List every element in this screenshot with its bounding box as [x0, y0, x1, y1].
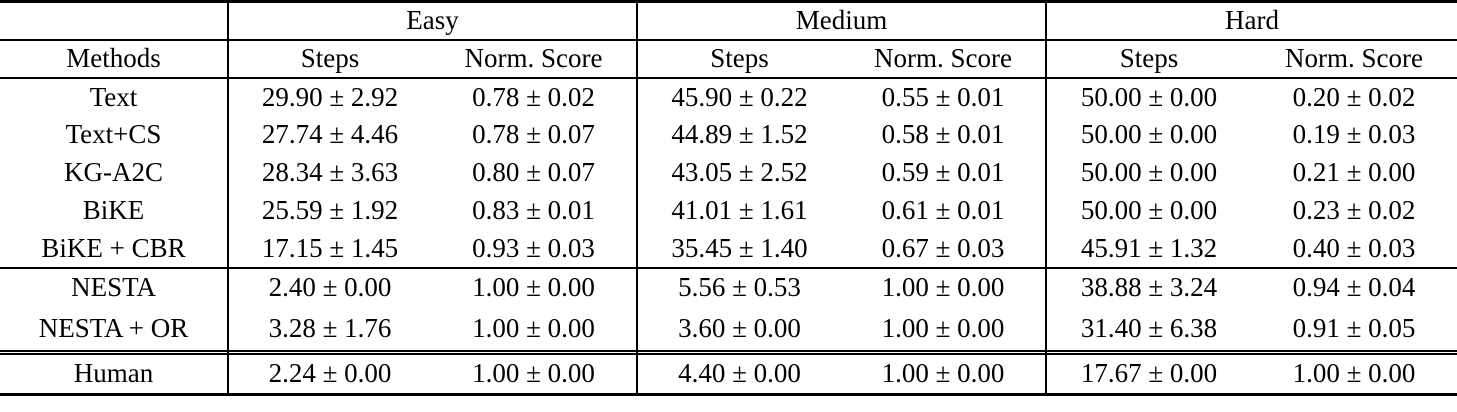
- cell-hard-steps: 50.00 ± 0.00: [1080, 81, 1218, 112]
- table-row-nesta: NESTA 2.40 ± 0.00 1.00 ± 0.00 5.56 ± 0.5…: [0, 267, 1457, 307]
- method-label: Text: [0, 77, 229, 116]
- cell-medium-steps: 45.90 ± 0.22: [671, 81, 808, 112]
- table-row-text: Text 29.90 ± 2.92 0.78 ± 0.02 45.90 ± 0.…: [0, 77, 1457, 116]
- cell-easy-steps: 2.24 ± 0.00: [268, 358, 392, 389]
- cell-hard-steps: 38.88 ± 3.24: [1080, 272, 1218, 302]
- double-rule-spacer: [0, 350, 1457, 355]
- method-label: Human: [0, 353, 229, 395]
- cell-hard-steps: 31.40 ± 6.38: [1046, 306, 1252, 352]
- cell-easy-steps: 25.59 ± 1.92: [261, 195, 399, 225]
- cell-hard-steps: 50.00 ± 0.00: [1080, 119, 1218, 149]
- cell-medium-norm-score: 0.59 ± 0.01: [841, 153, 1048, 192]
- cell-medium-norm-score: 0.58 ± 0.01: [841, 115, 1048, 154]
- cell-medium-steps: 43.05 ± 2.52: [671, 157, 808, 187]
- group-header-row: Easy Medium Hard: [0, 1, 1457, 41]
- cell-easy-norm-score: 1.00 ± 0.00: [431, 267, 639, 307]
- cell-medium-steps: 41.01 ± 1.61: [671, 195, 808, 225]
- column-header-row: Methods Steps Norm. Score Steps Norm. Sc…: [0, 39, 1457, 79]
- cell-hard-norm-score: 0.94 ± 0.04: [1292, 272, 1416, 302]
- method-label: BiKE: [0, 191, 229, 230]
- cell-medium-norm-score: 0.55 ± 0.01: [841, 77, 1048, 116]
- col-header-hard-norm-score: Norm. Score: [1251, 39, 1457, 79]
- col-header-medium-steps: Steps: [637, 39, 842, 79]
- table-row-bike: BiKE 25.59 ± 1.92 0.83 ± 0.01 41.01 ± 1.…: [0, 191, 1457, 230]
- cell-hard-norm-score: 0.91 ± 0.05: [1251, 306, 1457, 352]
- cell-medium-steps: 3.60 ± 0.00: [637, 306, 842, 352]
- cell-easy-norm-score: 1.00 ± 0.00: [431, 353, 639, 395]
- table-row-bike-cbr: BiKE + CBR 17.15 ± 1.45 0.93 ± 0.03 35.4…: [0, 229, 1457, 269]
- cell-easy-steps: 3.28 ± 1.76: [228, 306, 431, 352]
- cell-hard-steps: 50.00 ± 0.00: [1080, 195, 1218, 225]
- cell-hard-norm-score: 0.19 ± 0.03: [1292, 119, 1416, 149]
- method-label: Text+CS: [0, 115, 229, 154]
- table-row-text-cs: Text+CS 27.74 ± 4.46 0.78 ± 0.07 44.89 ±…: [0, 115, 1457, 154]
- cell-hard-steps: 17.67 ± 0.00: [1080, 358, 1218, 389]
- cell-easy-norm-score: 0.80 ± 0.07: [431, 153, 639, 192]
- cell-hard-norm-score: 0.21 ± 0.00: [1292, 157, 1416, 187]
- table-row-human: Human 2.24 ± 0.00 1.00 ± 0.00 4.40 ± 0.0…: [0, 353, 1457, 395]
- cell-medium-norm-score: 0.61 ± 0.01: [841, 191, 1048, 230]
- col-header-hard-steps: Steps: [1046, 39, 1252, 79]
- cell-hard-norm-score: 0.40 ± 0.03: [1251, 229, 1457, 269]
- results-table: Easy Medium Hard Methods Steps Norm. Sco…: [0, 0, 1457, 396]
- cell-easy-norm-score: 0.83 ± 0.01: [431, 191, 639, 230]
- cell-hard-steps: 50.00 ± 0.00: [1080, 157, 1218, 187]
- group-header-hard: Hard: [1046, 1, 1457, 41]
- col-header-easy-norm-score: Norm. Score: [431, 39, 639, 79]
- cell-easy-norm-score: 0.78 ± 0.07: [431, 115, 639, 154]
- cell-easy-steps: 29.90 ± 2.92: [261, 81, 399, 112]
- cell-easy-steps: 2.40 ± 0.00: [268, 272, 392, 302]
- cell-easy-steps: 28.34 ± 3.63: [261, 157, 399, 187]
- cell-easy-norm-score: 1.00 ± 0.00: [431, 306, 639, 352]
- col-header-medium-norm-score: Norm. Score: [841, 39, 1048, 79]
- cell-easy-steps: 17.15 ± 1.45: [228, 229, 431, 269]
- group-header-medium: Medium: [637, 1, 1048, 41]
- cell-medium-norm-score: 1.00 ± 0.00: [841, 306, 1048, 352]
- cell-hard-norm-score: 0.20 ± 0.02: [1292, 81, 1416, 112]
- cell-easy-norm-score: 0.93 ± 0.03: [431, 229, 639, 269]
- cell-medium-steps: 4.40 ± 0.00: [678, 358, 801, 389]
- method-label: KG-A2C: [0, 153, 229, 192]
- group-header-easy: Easy: [228, 1, 639, 41]
- cell-easy-steps: 27.74 ± 4.46: [261, 119, 399, 149]
- cell-hard-steps: 45.91 ± 1.32: [1046, 229, 1252, 269]
- cell-medium-norm-score: 1.00 ± 0.00: [841, 267, 1048, 307]
- cell-medium-norm-score: 1.00 ± 0.00: [841, 353, 1048, 395]
- table-row-nesta-or: NESTA + OR 3.28 ± 1.76 1.00 ± 0.00 3.60 …: [0, 306, 1457, 352]
- cell-hard-norm-score: 0.23 ± 0.02: [1292, 195, 1416, 225]
- cell-easy-norm-score: 0.78 ± 0.02: [431, 77, 639, 116]
- cell-medium-steps: 44.89 ± 1.52: [671, 119, 808, 149]
- table-row-kg-a2c: KG-A2C 28.34 ± 3.63 0.80 ± 0.07 43.05 ± …: [0, 153, 1457, 192]
- corner-cell: [0, 1, 229, 41]
- cell-medium-steps: 35.45 ± 1.40: [637, 229, 842, 269]
- cell-medium-norm-score: 0.67 ± 0.03: [841, 229, 1048, 269]
- method-label: NESTA + OR: [0, 306, 229, 352]
- method-label: BiKE + CBR: [0, 229, 229, 269]
- cell-hard-norm-score: 1.00 ± 0.00: [1292, 358, 1416, 389]
- method-label: NESTA: [0, 267, 229, 307]
- col-header-easy-steps: Steps: [228, 39, 431, 79]
- col-header-methods: Methods: [0, 39, 229, 79]
- cell-medium-steps: 5.56 ± 0.53: [678, 272, 801, 302]
